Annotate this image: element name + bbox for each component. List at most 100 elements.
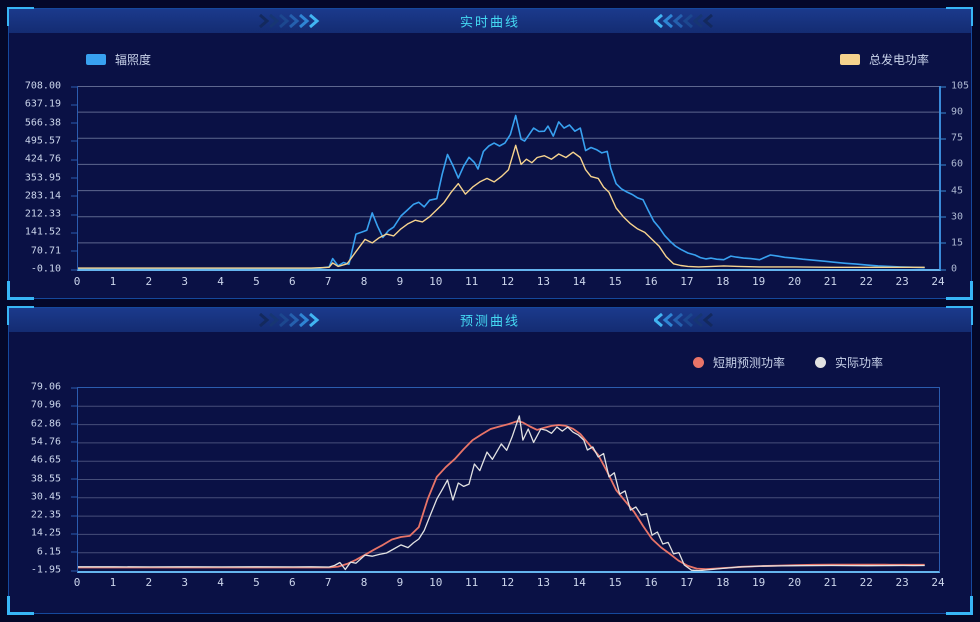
y-axis-tick: 495.57 xyxy=(24,135,78,147)
x-axis-tick: 14 xyxy=(572,275,586,288)
chevrons-right-icon xyxy=(259,313,320,327)
x-axis-tick: 1 xyxy=(109,275,117,288)
corner-accent xyxy=(7,281,34,300)
legend-actual-power[interactable]: 实际功率 xyxy=(814,354,883,371)
x-axis-tick: 17 xyxy=(680,576,694,589)
x-axis-tick: 7 xyxy=(324,275,332,288)
realtime-chart: 708.00 637.19 566.38 495.57 424.76 353.95 283.… xyxy=(9,9,971,298)
x-axis-tick: 24 xyxy=(931,275,945,288)
corner-accent xyxy=(946,281,973,300)
corner-accent xyxy=(7,596,34,615)
y-axis-tick: 54.76 xyxy=(30,436,78,448)
x-axis-tick: 20 xyxy=(787,576,802,589)
panel-header-realtime: 实时曲线 xyxy=(9,9,971,33)
x-axis-tick: 5 xyxy=(253,576,260,589)
y-axis-tick: 70.96 xyxy=(30,399,78,411)
y-axis-tick: 566.38 xyxy=(24,117,78,129)
x-axis-tick: 24 xyxy=(931,576,945,589)
x-axis-tick: 13 xyxy=(536,576,550,589)
y-axis-tick: 14.25 xyxy=(30,527,78,539)
x-axis-tick: 11 xyxy=(465,275,479,288)
x-axis-tick: 6 xyxy=(288,576,296,589)
y-axis-tick: 6.15 xyxy=(36,546,78,558)
y-axis-left-labels: 708.00 637.19 566.38 495.57 424.76 353.95 283.… xyxy=(9,81,78,275)
legend-swatch-actual xyxy=(814,357,826,368)
x-axis-tick: 3 xyxy=(181,275,188,288)
legend-swatch-total-power xyxy=(839,54,860,65)
x-axis-tick: 2 xyxy=(145,576,153,589)
y-axis-tick: 30 xyxy=(939,211,964,223)
panel-realtime: 实时曲线 辐照度 总发电功率 708.00 637.19 566.38 495.57 4… xyxy=(7,7,973,300)
legend-label: 短期预测功率 xyxy=(712,356,785,370)
x-axis-tick: 0 xyxy=(73,275,81,288)
y-axis-tick: 212.33 xyxy=(24,208,78,220)
x-axis-tick: 22 xyxy=(859,576,873,589)
x-axis-tick: 11 xyxy=(465,576,479,589)
x-axis-tick: 15 xyxy=(608,275,622,288)
legend-label: 总发电功率 xyxy=(868,53,929,67)
chevrons-left-icon xyxy=(653,313,713,327)
x-axis-tick: 4 xyxy=(217,275,224,288)
y-axis-tick: 424.76 xyxy=(24,153,78,165)
y-axis-tick: 70.71 xyxy=(30,245,78,257)
x-axis-tick: 16 xyxy=(644,275,658,288)
x-axis-tick: 20 xyxy=(787,275,802,288)
y-axis-left-labels: 79.06 70.96 62.86 54.76 46.65 38.55 30.45 22.35… xyxy=(9,382,78,576)
x-axis-tick: 21 xyxy=(823,275,837,288)
y-axis-tick: 45 xyxy=(939,185,964,197)
x-axis-tick: 15 xyxy=(608,576,622,589)
y-axis-tick: 637.19 xyxy=(24,98,78,110)
x-axis-tick: 22 xyxy=(859,275,873,288)
x-axis-tick: 17 xyxy=(680,275,694,288)
y-axis-tick: 46.65 xyxy=(30,454,78,466)
y-axis-tick: 90 xyxy=(939,106,964,118)
line-chart-canvas xyxy=(78,405,939,571)
x-axis-tick: 16 xyxy=(644,576,658,589)
corner-accent xyxy=(946,596,973,615)
panel-forecast: 预测曲线 短期预测功率 实际功率 79.06 70.96 62.86 54.76 46.… xyxy=(7,306,973,615)
x-axis-tick: 3 xyxy=(181,576,188,589)
chart-plot-area[interactable] xyxy=(77,387,940,573)
x-axis-tick: 12 xyxy=(500,275,515,288)
chart-plot-area[interactable] xyxy=(77,86,941,271)
x-axis-labels: 0 1 2 3 4 5 6 7 8 9 10 11 12 13 14 15 16 17 18 19 20 21 22 23 24 xyxy=(73,576,945,590)
x-axis-tick: 18 xyxy=(716,275,730,288)
x-axis-tick: 12 xyxy=(500,576,515,589)
legend-swatch-irradiance xyxy=(86,54,106,65)
y-axis-right-labels: 105 90 75 60 45 30 15 0 xyxy=(939,81,973,275)
y-axis-tick: 60 xyxy=(939,158,964,170)
x-axis-labels: 0 1 2 3 4 5 6 7 8 9 10 11 12 13 14 15 16 17 18 19 20 21 22 23 24 xyxy=(73,275,945,289)
y-axis-tick: -1.95 xyxy=(30,564,78,576)
x-axis-tick: 5 xyxy=(253,275,260,288)
x-axis-tick: 8 xyxy=(360,576,368,589)
legend-predicted-power[interactable]: 短期预测功率 xyxy=(692,354,785,371)
line-chart-canvas xyxy=(78,86,939,269)
y-axis-tick: 62.86 xyxy=(30,418,78,430)
y-axis-tick: 105 xyxy=(939,80,970,92)
y-axis-tick: 353.95 xyxy=(24,172,78,183)
y-axis-tick: 0 xyxy=(939,263,958,275)
x-axis-tick: 19 xyxy=(752,275,766,288)
legend-irradiance[interactable]: 辐照度 xyxy=(86,51,151,68)
x-axis-tick: 7 xyxy=(324,576,332,589)
x-axis-tick: 2 xyxy=(145,275,153,288)
panel-title: 实时曲线 xyxy=(459,14,521,30)
x-axis-tick: 0 xyxy=(73,576,81,589)
x-axis-tick: 19 xyxy=(752,576,766,589)
y-axis-tick: 38.55 xyxy=(30,473,78,484)
y-axis-tick: -0.10 xyxy=(30,263,78,275)
y-axis-tick: 283.14 xyxy=(24,190,78,202)
y-axis-tick: 22.35 xyxy=(30,509,78,521)
y-axis-tick: 30.45 xyxy=(30,491,78,503)
x-axis-tick: 6 xyxy=(288,275,296,288)
chevrons-left-icon xyxy=(653,14,713,28)
legend-total-power[interactable]: 总发电功率 xyxy=(839,51,929,68)
legend-label: 实际功率 xyxy=(834,356,883,370)
legend-label: 辐照度 xyxy=(115,53,152,67)
x-axis-tick: 9 xyxy=(396,275,404,288)
forecast-legend: 短期预测功率 实际功率 xyxy=(692,354,883,371)
panel-header-forecast: 预测曲线 xyxy=(9,308,971,332)
x-axis-tick: 21 xyxy=(823,576,837,589)
legend-swatch-predicted xyxy=(692,357,704,368)
